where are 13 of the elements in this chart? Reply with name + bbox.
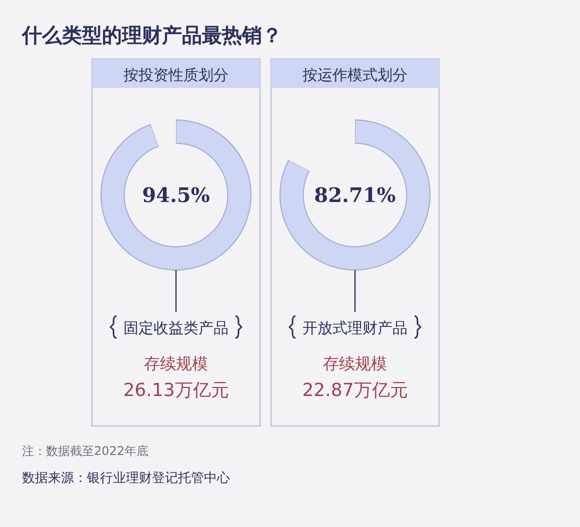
source-note: 数据来源：银行业理财登记托管中心 <box>22 470 230 486</box>
text: 注：数据截至2022年底 <box>22 444 149 458</box>
text: 22.87万亿元 <box>302 380 408 401</box>
data-label: 94.5% <box>142 183 210 207</box>
text: 存续规模 <box>323 354 387 373</box>
chart-title: 什么类型的理财产品最热销？ <box>21 23 282 47</box>
chart-subtitle: 按投资性质划分 <box>124 66 228 84</box>
text: 存续规模 <box>144 354 208 373</box>
slice-label: 固定收益类产品 <box>124 319 228 337</box>
text: 26.13万亿元 <box>123 380 229 401</box>
chart-subtitle: 按运作模式划分 <box>302 66 408 84</box>
data-label: 82.71% <box>314 183 396 207</box>
slice-label: 开放式理财产品 <box>302 319 408 337</box>
